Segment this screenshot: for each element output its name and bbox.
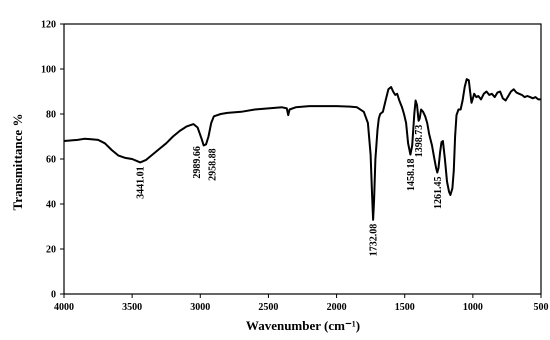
x-axis-title: Wavenumber (cm⁻¹) (246, 318, 360, 333)
x-tick-label: 1000 (463, 302, 483, 313)
x-tick-label: 4000 (54, 302, 74, 313)
x-tick-label: 2000 (327, 302, 347, 313)
y-tick-label: 60 (46, 155, 56, 166)
peak-label: 3441.01 (136, 166, 147, 199)
x-tick-label: 500 (534, 302, 549, 313)
y-axis-title: Transmittance % (10, 114, 25, 211)
x-tick-label: 3000 (190, 302, 210, 313)
plot-frame (63, 23, 542, 295)
series-layer (63, 78, 541, 221)
spectrum-line (63, 78, 541, 221)
y-tick-label: 20 (46, 245, 56, 256)
x-tick-label: 1500 (395, 302, 415, 313)
x-tick-label: 2500 (258, 302, 278, 313)
peak-label: 1458.18 (406, 159, 417, 192)
peak-label: 1261.45 (433, 177, 444, 210)
peak-label: 1732.08 (369, 224, 380, 256)
peak-label: 2958.88 (208, 148, 219, 181)
x-tick-label: 3500 (122, 302, 142, 313)
y-tick-label: 100 (41, 65, 56, 76)
y-tick-label: 0 (51, 290, 56, 301)
peak-label: 1398.73 (414, 125, 425, 158)
peak-label: 2989.66 (192, 146, 203, 179)
peak-annotations: 3441.01 2989.66 2958.88 1732.08 1458.181398.… (136, 125, 444, 256)
y-tick-label: 120 (41, 20, 56, 31)
axes (63, 23, 542, 295)
y-tick-label: 40 (46, 200, 56, 211)
ticks: 4000 3500 3000 2500 2000 1500 1000 500 0 20 40 60 80… (41, 20, 549, 314)
y-tick-label: 80 (46, 110, 56, 121)
